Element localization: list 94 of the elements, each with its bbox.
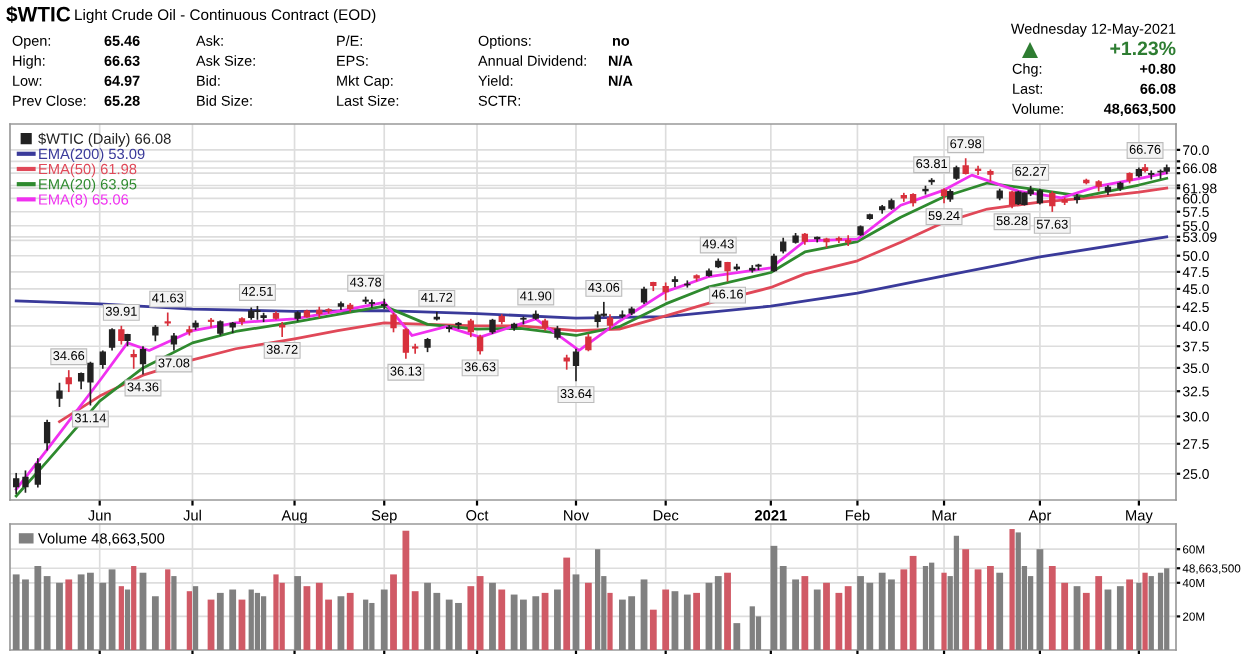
bar (683, 594, 691, 650)
bar (1148, 576, 1154, 650)
candlestick (279, 321, 286, 337)
text: +1.23% (1110, 41, 1176, 56)
candlestick (43, 419, 51, 451)
bar (498, 589, 506, 650)
bar (65, 579, 73, 650)
bar (273, 574, 279, 650)
candlestick (65, 370, 72, 393)
bar (124, 589, 131, 650)
bar (554, 589, 561, 650)
candlestick (749, 265, 756, 273)
bar (1116, 586, 1124, 650)
bar (1157, 572, 1164, 650)
candlestick (34, 458, 42, 488)
bar (724, 572, 731, 650)
candlestick (207, 318, 215, 328)
text: $WTIC (6, 5, 71, 23)
candlestick (572, 348, 580, 382)
bar (1136, 582, 1142, 650)
candlestick (362, 296, 369, 304)
bar (171, 576, 177, 650)
candlestick (671, 276, 679, 287)
bar (151, 596, 159, 650)
bar (714, 576, 722, 650)
bar (693, 592, 701, 650)
bar (56, 582, 63, 650)
bar (1048, 566, 1056, 650)
candlestick (844, 235, 852, 247)
bar (953, 535, 960, 650)
bar (662, 589, 670, 650)
candlestick (600, 301, 607, 317)
bar (279, 582, 285, 650)
bar (489, 582, 496, 650)
bar (380, 589, 388, 650)
bar (649, 609, 657, 650)
bar (216, 592, 224, 650)
bar (1095, 576, 1103, 650)
bar (1142, 572, 1148, 650)
candlestick (476, 334, 484, 355)
bar (962, 549, 970, 650)
bar (165, 569, 171, 650)
bar (823, 582, 830, 650)
bar (369, 602, 375, 650)
candlestick (974, 165, 982, 175)
bar (532, 596, 540, 650)
candlestick (164, 312, 171, 326)
bar (929, 562, 935, 650)
bar (229, 589, 237, 650)
bar (346, 592, 354, 650)
bar (294, 576, 302, 650)
candlestick (724, 261, 731, 282)
bar (1126, 579, 1134, 650)
bar (922, 566, 929, 650)
bar (1009, 529, 1015, 650)
bar (248, 589, 254, 650)
candlestick (1073, 193, 1081, 204)
bar (792, 579, 799, 650)
bar (260, 596, 267, 650)
candlestick (368, 299, 376, 308)
candlestick (381, 298, 388, 310)
candlestick (446, 325, 453, 333)
bar (813, 589, 821, 650)
candlestick (563, 354, 570, 370)
bar (186, 591, 193, 650)
candlestick (433, 311, 440, 321)
bar (1164, 568, 1170, 650)
bar (996, 572, 1004, 650)
candlestick (139, 346, 147, 375)
bar (941, 572, 947, 650)
bar (363, 599, 369, 650)
candlestick (1148, 170, 1155, 180)
bar (563, 557, 571, 650)
bar (801, 576, 809, 650)
candlestick (130, 349, 137, 369)
bar (1082, 592, 1090, 650)
bar (733, 623, 741, 650)
bar (584, 582, 592, 650)
bar (607, 592, 613, 650)
candlestick (1049, 191, 1056, 212)
bar (254, 592, 261, 650)
bar (1015, 532, 1021, 650)
bar (390, 574, 397, 650)
bar (131, 566, 137, 650)
candlestick (108, 328, 116, 351)
candlestick (56, 382, 63, 407)
bar (987, 566, 994, 650)
bar (118, 586, 124, 650)
line-series (14, 235, 1169, 320)
bar (192, 586, 199, 650)
bar (595, 549, 601, 650)
candlestick (402, 328, 410, 359)
bar (1061, 582, 1069, 650)
bar (749, 606, 755, 650)
